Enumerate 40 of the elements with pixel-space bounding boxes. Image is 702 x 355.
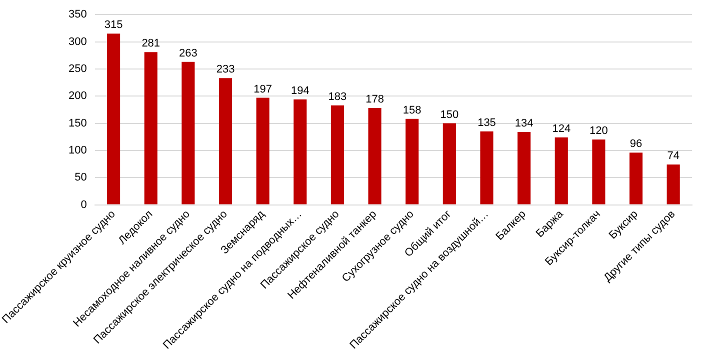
data-label: 178 [366,94,384,106]
bar [518,132,531,204]
bar [442,123,456,204]
bar [666,164,680,204]
data-label: 135 [478,116,496,129]
bar [554,137,568,204]
data-label: 158 [402,104,422,116]
y-tick-label: 200 [68,90,87,102]
bar [480,131,494,204]
y-tick-label: 100 [68,144,87,156]
bar [368,108,382,204]
data-label: 124 [552,122,571,135]
data-label: 281 [142,38,160,50]
bar [629,152,643,204]
bar [406,118,419,204]
bar [256,98,270,204]
y-tick-label: 0 [80,198,87,211]
data-label: 233 [216,64,235,76]
data-label: 197 [254,83,272,96]
y-tick-label: 250 [68,62,87,75]
data-label: 194 [290,84,310,97]
data-label: 315 [104,19,123,32]
bar [182,62,195,204]
bar [107,34,120,204]
y-tick-label: 300 [68,36,87,48]
bar [330,105,344,204]
data-label: 96 [630,138,642,150]
data-label: 120 [590,125,608,138]
data-label: 150 [440,108,459,121]
y-tick-label: 350 [68,8,87,21]
data-label: 263 [179,47,198,60]
y-tick-label: 50 [74,172,87,184]
data-label: 74 [667,150,680,162]
bar [218,78,232,204]
bar [144,52,158,204]
data-label: 183 [328,90,347,103]
bar [294,99,307,204]
data-label: 134 [514,117,534,130]
bar [592,140,606,204]
y-tick-label: 150 [68,117,87,130]
